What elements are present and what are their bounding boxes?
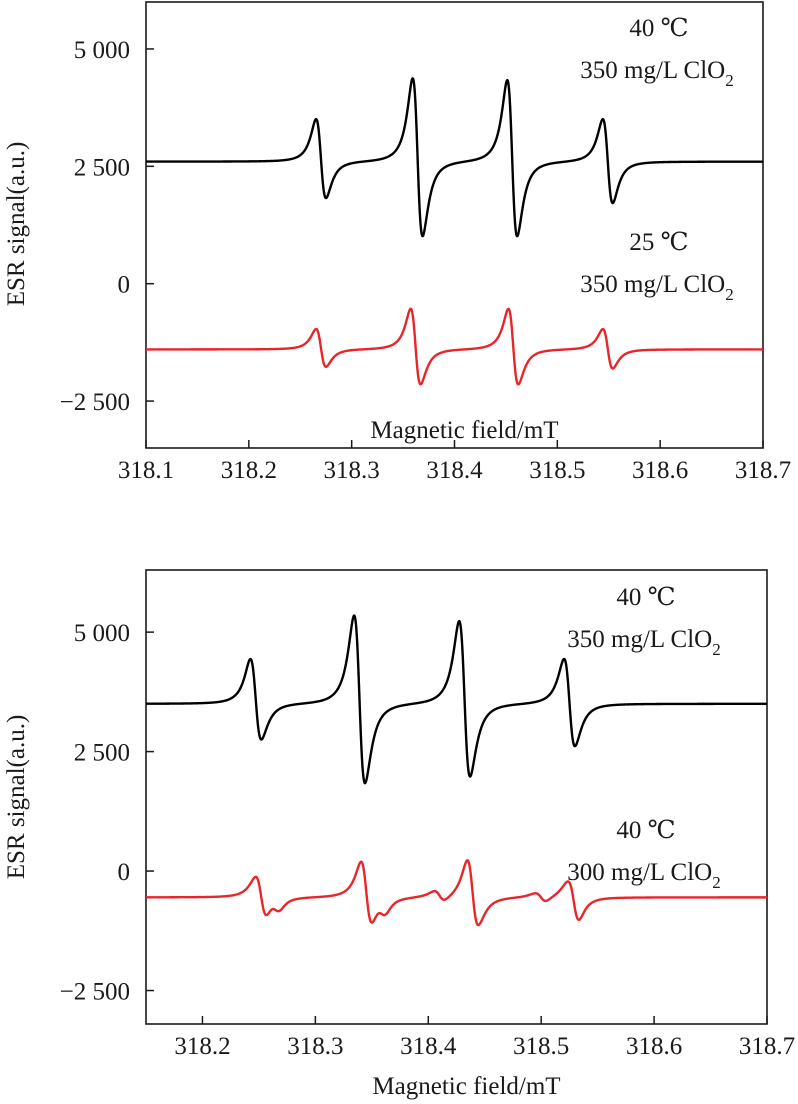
series-line-1 xyxy=(146,614,767,785)
annotation-dose-main: 350 mg/L ClO xyxy=(580,57,725,84)
x-tick-label: 318.6 xyxy=(626,1033,682,1060)
annotation-dose-subscript: 2 xyxy=(725,285,734,304)
x-tick-label: 318.7 xyxy=(739,1033,795,1060)
y-tick-label: −2 500 xyxy=(60,389,130,416)
x-tick-label: 318.5 xyxy=(513,1033,569,1060)
annotation-dose-main: 300 mg/L ClO xyxy=(567,859,712,886)
y-tick-label: 0 xyxy=(118,272,131,299)
annotation-temperature: 40 ℃ xyxy=(616,584,675,611)
x-tick-label: 318.1 xyxy=(118,457,174,484)
x-tick-label: 318.2 xyxy=(174,1033,230,1060)
x-tick-label: 318.3 xyxy=(324,457,380,484)
chart-panel-2: 318.2 318.3 318.4 318.5 318.6 318.7 5 000 2 500… xyxy=(3,569,795,1100)
annotation-dose: 350 mg/L ClO2 xyxy=(580,271,733,304)
y-tick-label: 2 500 xyxy=(74,740,130,767)
x-tick-label: 318.2 xyxy=(221,457,277,484)
annotation-temperature: 25 ℃ xyxy=(629,229,688,256)
annotation-dose-main: 350 mg/L ClO xyxy=(567,626,712,653)
series-line-2 xyxy=(146,859,767,927)
x-tick-label: 318.7 xyxy=(735,457,791,484)
annotation-dose: 350 mg/L ClO2 xyxy=(567,626,720,659)
y-axis-title: ESR signal(a.u.) xyxy=(3,142,30,307)
annotation-dose: 350 mg/L ClO2 xyxy=(580,57,733,90)
y-axis-title: ESR signal(a.u.) xyxy=(3,715,30,880)
y-tick-label: 0 xyxy=(118,859,131,886)
x-tick-label: 318.4 xyxy=(400,1033,457,1060)
annotation-dose: 300 mg/L ClO2 xyxy=(567,859,720,892)
annotation-dose-main: 350 mg/L ClO xyxy=(580,271,725,298)
annotation-dose-subscript: 2 xyxy=(712,640,721,659)
x-tick-label: 318.3 xyxy=(287,1033,343,1060)
annotation-temperature: 40 ℃ xyxy=(616,817,675,844)
chart-panel-1: 318.1 318.2 318.3 318.4 318.5 318.6 318.7 5 000… xyxy=(3,1,791,484)
x-axis-title: Magnetic field/mT xyxy=(370,417,558,444)
series-line-1 xyxy=(146,77,763,238)
annotation-dose-subscript: 2 xyxy=(712,873,721,892)
plot-frame xyxy=(145,569,768,1025)
y-tick-label: 2 500 xyxy=(74,154,130,181)
x-tick-label: 318.6 xyxy=(632,457,688,484)
x-tick-label: 318.5 xyxy=(529,457,585,484)
y-tick-label: −2 500 xyxy=(60,979,130,1006)
y-tick-label: 5 000 xyxy=(74,37,130,64)
annotation-temperature: 40 ℃ xyxy=(629,15,688,42)
x-tick-label: 318.4 xyxy=(426,457,483,484)
x-axis-title: Magnetic field/mT xyxy=(372,1073,560,1100)
y-tick-label: 5 000 xyxy=(74,620,130,647)
annotation-dose-subscript: 2 xyxy=(725,71,734,90)
series-line-2 xyxy=(146,307,763,386)
